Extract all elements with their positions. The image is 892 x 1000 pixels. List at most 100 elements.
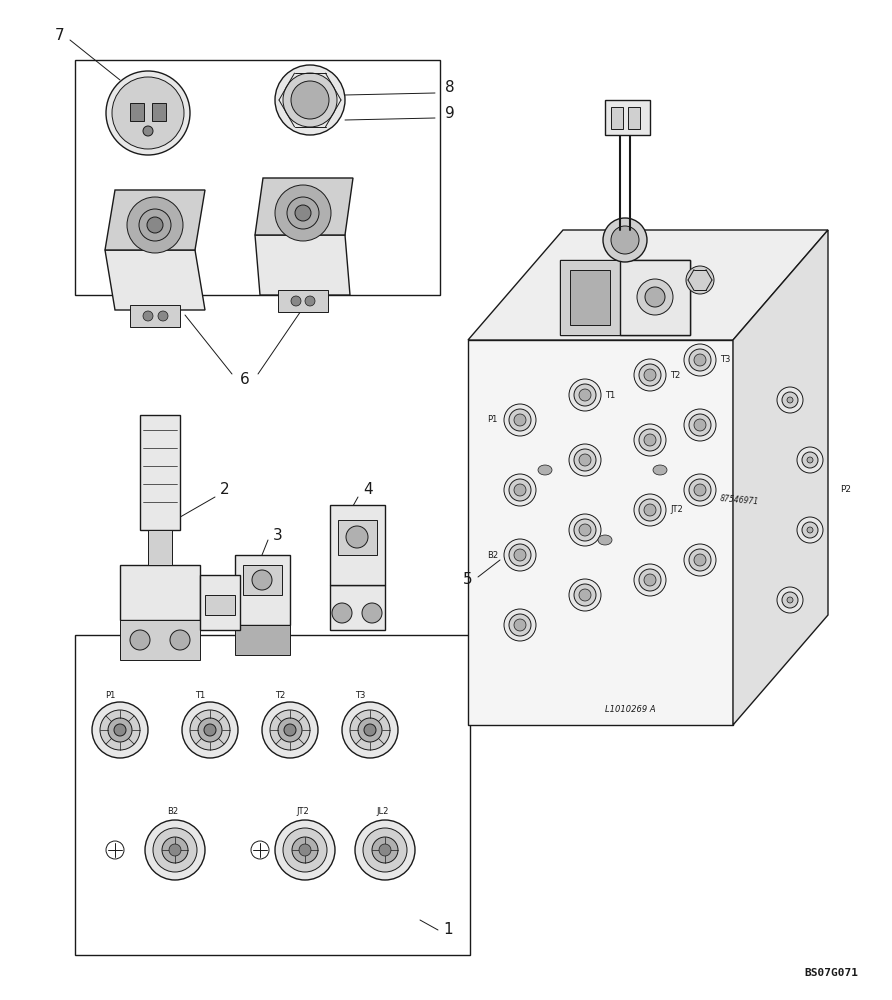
Circle shape	[645, 287, 665, 307]
Circle shape	[143, 126, 153, 136]
Circle shape	[802, 452, 818, 468]
Bar	[278, 290, 328, 312]
Circle shape	[684, 344, 716, 376]
Circle shape	[139, 209, 171, 241]
Text: 9: 9	[445, 105, 455, 120]
Bar	[75, 635, 470, 955]
Circle shape	[514, 549, 526, 561]
Text: 6: 6	[240, 372, 250, 387]
Circle shape	[684, 409, 716, 441]
Circle shape	[358, 718, 382, 742]
Ellipse shape	[653, 465, 667, 475]
Bar	[560, 260, 690, 335]
Bar	[235, 555, 290, 625]
Circle shape	[686, 266, 714, 294]
Circle shape	[355, 820, 415, 880]
Circle shape	[509, 544, 531, 566]
Circle shape	[270, 710, 310, 750]
Circle shape	[569, 579, 601, 611]
Circle shape	[514, 619, 526, 631]
Text: P1: P1	[488, 416, 498, 424]
Bar	[330, 585, 385, 630]
Circle shape	[639, 499, 661, 521]
Circle shape	[579, 454, 591, 466]
Circle shape	[689, 414, 711, 436]
Circle shape	[514, 414, 526, 426]
Circle shape	[569, 514, 601, 546]
Circle shape	[504, 404, 536, 436]
Text: T2: T2	[670, 370, 681, 379]
Circle shape	[504, 474, 536, 506]
Circle shape	[292, 837, 318, 863]
Circle shape	[644, 369, 656, 381]
Circle shape	[145, 820, 205, 880]
Bar	[628, 107, 640, 129]
Circle shape	[694, 354, 706, 366]
Bar	[570, 270, 610, 325]
Circle shape	[509, 614, 531, 636]
Circle shape	[198, 718, 222, 742]
Text: 87546971: 87546971	[720, 494, 760, 506]
Bar	[148, 530, 172, 565]
Circle shape	[346, 526, 368, 548]
Bar	[620, 260, 690, 335]
Circle shape	[153, 828, 197, 872]
Text: 3: 3	[273, 528, 283, 542]
Circle shape	[162, 837, 188, 863]
Circle shape	[287, 197, 319, 229]
Text: JL2: JL2	[376, 807, 389, 816]
Text: 4: 4	[363, 483, 373, 497]
Circle shape	[295, 205, 311, 221]
Text: B2: B2	[487, 550, 498, 560]
Circle shape	[611, 226, 639, 254]
Text: P2: P2	[840, 486, 851, 494]
Polygon shape	[733, 230, 828, 725]
Circle shape	[364, 724, 376, 736]
Text: JT2: JT2	[297, 807, 310, 816]
Text: T1: T1	[605, 390, 615, 399]
Circle shape	[504, 539, 536, 571]
Circle shape	[509, 479, 531, 501]
Bar	[235, 625, 290, 655]
Bar	[611, 107, 623, 129]
Circle shape	[689, 479, 711, 501]
Polygon shape	[468, 230, 828, 340]
Circle shape	[689, 549, 711, 571]
Circle shape	[634, 494, 666, 526]
Text: BS07G071: BS07G071	[804, 968, 858, 978]
Circle shape	[147, 217, 163, 233]
Ellipse shape	[598, 535, 612, 545]
Text: 2: 2	[220, 483, 230, 497]
Bar	[75, 60, 440, 295]
Circle shape	[777, 587, 803, 613]
Circle shape	[777, 387, 803, 413]
Circle shape	[169, 844, 181, 856]
Bar	[152, 103, 166, 121]
Bar	[205, 595, 235, 615]
Circle shape	[689, 349, 711, 371]
Polygon shape	[105, 250, 205, 310]
Circle shape	[797, 447, 823, 473]
Circle shape	[644, 434, 656, 446]
Circle shape	[569, 379, 601, 411]
Circle shape	[684, 474, 716, 506]
Circle shape	[92, 702, 148, 758]
Circle shape	[569, 444, 601, 476]
Circle shape	[574, 519, 596, 541]
Bar	[243, 565, 282, 595]
Circle shape	[130, 630, 150, 650]
Bar	[468, 340, 733, 725]
Circle shape	[807, 457, 813, 463]
Bar	[130, 305, 180, 327]
Circle shape	[143, 311, 153, 321]
Circle shape	[782, 592, 798, 608]
Text: L1010269 A: L1010269 A	[605, 706, 656, 714]
Circle shape	[182, 702, 238, 758]
Circle shape	[299, 844, 311, 856]
Circle shape	[332, 603, 352, 623]
Bar	[120, 620, 200, 660]
Bar	[338, 520, 377, 555]
Text: T1: T1	[195, 690, 205, 700]
Ellipse shape	[538, 465, 552, 475]
Circle shape	[284, 724, 296, 736]
